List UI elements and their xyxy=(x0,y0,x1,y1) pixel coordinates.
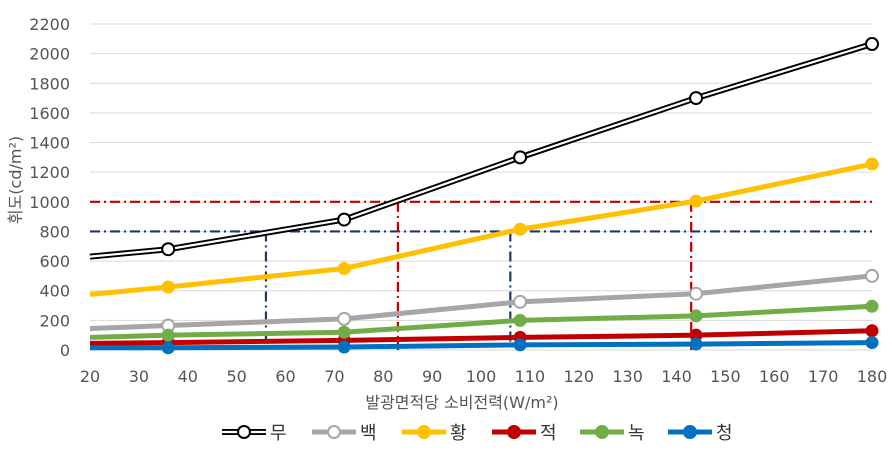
series-line xyxy=(90,340,873,351)
y-tick-label: 2000 xyxy=(29,45,70,64)
data-point xyxy=(865,157,879,171)
x-tick-label: 100 xyxy=(466,367,497,386)
series-lines xyxy=(89,37,879,355)
y-tick-label: 400 xyxy=(39,282,70,301)
legend-item-백: 백 xyxy=(312,423,377,444)
legend-item-녹: 녹 xyxy=(580,423,645,444)
series-line xyxy=(89,328,873,346)
data-point xyxy=(513,294,528,309)
x-tick-label: 40 xyxy=(178,367,198,386)
data-point xyxy=(513,222,527,236)
legend-swatch-marker xyxy=(417,425,431,439)
y-axis-title: 휘도(cd/m²) xyxy=(6,136,25,224)
legend-label: 황 xyxy=(450,423,467,444)
legend-item-적: 적 xyxy=(492,423,557,444)
data-point xyxy=(161,280,175,294)
x-tick-label: 120 xyxy=(563,367,594,386)
data-point xyxy=(689,91,704,106)
legend-swatch-marker xyxy=(595,425,609,439)
legend-swatch-marker xyxy=(683,425,697,439)
series-line-inner xyxy=(89,42,873,258)
series-백 xyxy=(89,268,879,333)
data-point xyxy=(865,299,879,313)
y-tick-label: 1400 xyxy=(29,134,70,153)
data-point xyxy=(689,309,703,323)
series-청 xyxy=(90,336,879,355)
data-point xyxy=(513,338,527,352)
data-point xyxy=(161,341,175,355)
legend-item-황: 황 xyxy=(402,423,467,444)
legend-swatch-marker xyxy=(237,425,251,439)
series-녹 xyxy=(89,299,879,342)
series-line xyxy=(89,273,873,332)
y-tick-label: 1600 xyxy=(29,104,70,123)
x-tick-label: 130 xyxy=(612,367,643,386)
series-line xyxy=(89,161,873,297)
legend-label: 백 xyxy=(360,423,377,444)
legend-label: 청 xyxy=(716,423,733,444)
legend-swatch-marker xyxy=(327,425,341,439)
y-tick-label: 800 xyxy=(39,222,70,241)
data-point xyxy=(337,262,351,275)
data-point xyxy=(513,313,527,327)
data-point xyxy=(689,194,703,208)
x-tick-label: 180 xyxy=(857,367,888,386)
data-point xyxy=(689,286,704,301)
x-tick-label: 160 xyxy=(759,367,790,386)
y-tick-label: 200 xyxy=(39,311,70,330)
series-line xyxy=(89,303,873,340)
x-tick-label: 60 xyxy=(275,367,295,386)
x-tick-label: 170 xyxy=(808,367,839,386)
x-tick-label: 90 xyxy=(422,367,442,386)
data-point xyxy=(161,242,176,257)
data-point xyxy=(513,150,528,165)
data-point xyxy=(865,324,879,338)
y-tick-label: 0 xyxy=(60,341,70,360)
series-무 xyxy=(89,37,879,260)
x-tick-label: 80 xyxy=(373,367,393,386)
y-tick-label: 1200 xyxy=(29,163,70,182)
data-point xyxy=(337,325,351,339)
x-tick-label: 110 xyxy=(515,367,546,386)
y-tick-label: 1800 xyxy=(29,74,70,93)
legend-label: 무 xyxy=(270,423,287,444)
series-line xyxy=(89,41,873,260)
legend-label: 녹 xyxy=(628,423,645,444)
x-tick-label: 70 xyxy=(324,367,344,386)
series-황 xyxy=(89,157,879,297)
x-tick-label: 20 xyxy=(80,367,100,386)
data-point xyxy=(161,328,175,342)
legend-swatch-marker xyxy=(507,425,521,439)
data-point xyxy=(337,311,352,326)
x-tick-label: 50 xyxy=(226,367,246,386)
axis-ticks: 0 200 400 600 800 1000 1200 1400 1600 1800 2000 220… xyxy=(29,15,887,386)
data-point xyxy=(865,37,879,52)
y-tick-label: 600 xyxy=(39,252,70,271)
data-point xyxy=(865,268,879,283)
x-tick-label: 30 xyxy=(129,367,149,386)
legend-item-청: 청 xyxy=(668,423,733,444)
data-point xyxy=(865,336,879,350)
reference-lines xyxy=(90,200,872,350)
y-tick-label: 1000 xyxy=(29,193,70,212)
x-axis-title: 발광면적당 소비전력(W/m²) xyxy=(365,393,558,412)
data-point xyxy=(337,212,352,227)
x-tick-label: 140 xyxy=(661,367,692,386)
legend-item-무: 무 xyxy=(222,423,287,444)
y-tick-label: 2200 xyxy=(29,15,70,34)
x-tick-label: 150 xyxy=(710,367,741,386)
legend-label: 적 xyxy=(540,423,557,444)
data-point xyxy=(337,340,351,354)
data-point xyxy=(689,337,703,351)
